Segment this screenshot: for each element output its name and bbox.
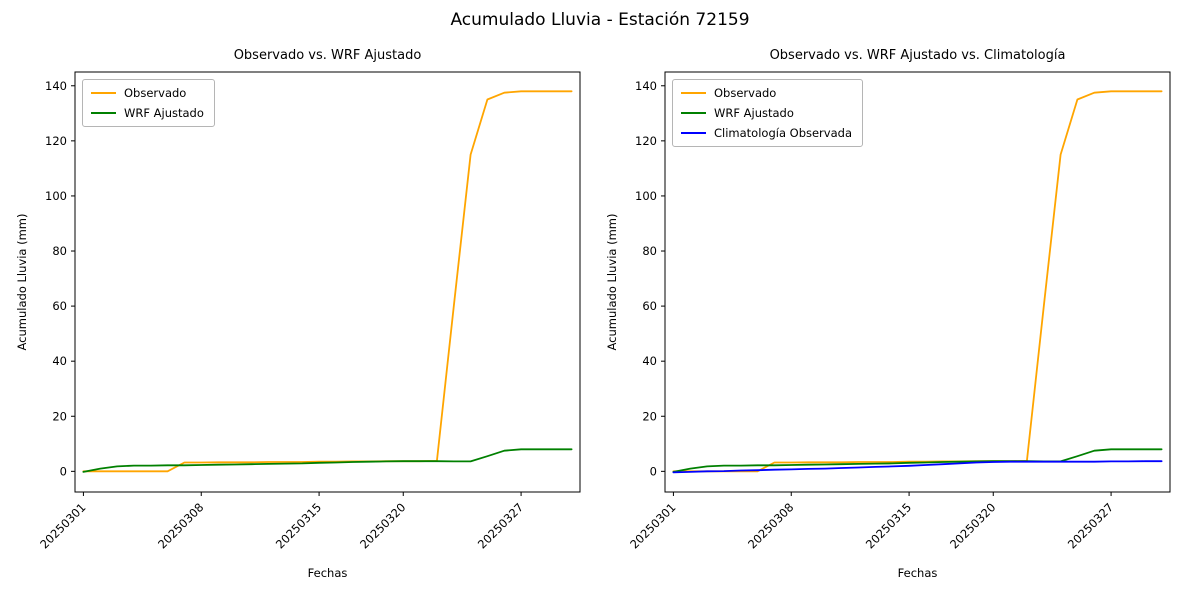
axes-frame	[74, 71, 581, 493]
left-plot-title: Observado vs. WRF Ajustado	[233, 48, 422, 63]
right-y-axis-label: Acumulado Lluvia (mm)	[605, 213, 619, 351]
legend-item: WRF Ajustado	[681, 106, 852, 120]
x-tick-label: 20250320	[947, 500, 998, 551]
legend-label: WRF Ajustado	[714, 106, 794, 120]
legend-item: WRF Ajustado	[91, 106, 204, 120]
y-tick-label: 20	[52, 409, 67, 423]
x-tick-label: 20250315	[863, 500, 914, 551]
legend-line-swatch	[681, 132, 706, 134]
legend-line-swatch	[681, 92, 706, 94]
y-tick-label: 120	[45, 134, 67, 148]
legend-line-swatch	[91, 92, 116, 94]
right-legend: Observado WRF Ajustado Climatología Observ…	[672, 79, 863, 147]
y-tick-label: 100	[635, 189, 657, 203]
left-y-axis-label: Acumulado Lluvia (mm)	[15, 213, 29, 351]
y-tick-label: 80	[52, 244, 67, 258]
series-line-wrf-ajustado	[672, 448, 1163, 473]
series-line-climatología-observada	[672, 460, 1163, 474]
x-tick-label: 20250308	[155, 500, 206, 551]
legend-item: Observado	[91, 86, 204, 100]
legend-label: Climatología Observada	[714, 126, 852, 140]
y-tick-label: 140	[45, 79, 67, 93]
legend-label: Observado	[714, 86, 777, 100]
axes-frame	[664, 71, 1171, 493]
y-tick-label: 60	[52, 299, 67, 313]
y-tick-label: 60	[642, 299, 657, 313]
y-tick-label: 80	[642, 244, 657, 258]
right-plot-title: Observado vs. WRF Ajustado vs. Climatolo…	[769, 48, 1066, 63]
x-tick-label: 20250320	[357, 500, 408, 551]
legend-line-swatch	[681, 112, 706, 114]
x-tick-label: 20250327	[475, 500, 526, 551]
y-tick-label: 100	[45, 189, 67, 203]
left-x-axis-label: Fechas	[307, 566, 348, 580]
y-tick-label: 120	[635, 134, 657, 148]
legend-item: Climatología Observada	[681, 126, 852, 140]
y-tick-label: 0	[650, 464, 657, 478]
y-tick-label: 0	[60, 464, 67, 478]
x-tick-label: 20250301	[627, 500, 678, 551]
series-line-observado	[82, 90, 573, 473]
x-tick-label: 20250327	[1065, 500, 1116, 551]
y-tick-label: 140	[635, 79, 657, 93]
figure-title: Acumulado Lluvia - Estación 72159	[450, 10, 750, 30]
legend-label: Observado	[124, 86, 187, 100]
legend-line-swatch	[91, 112, 116, 114]
right-x-axis-label: Fechas	[897, 566, 938, 580]
y-tick-label: 40	[642, 354, 657, 368]
y-tick-label: 20	[642, 409, 657, 423]
y-tick-label: 40	[52, 354, 67, 368]
left-legend: Observado WRF Ajustado	[82, 79, 215, 127]
x-tick-label: 20250315	[273, 500, 324, 551]
legend-label: WRF Ajustado	[124, 106, 204, 120]
series-line-observado	[672, 90, 1163, 473]
series-line-wrf-ajustado	[82, 448, 573, 473]
x-tick-label: 20250301	[37, 500, 88, 551]
x-tick-label: 20250308	[745, 500, 796, 551]
legend-item: Observado	[681, 86, 852, 100]
